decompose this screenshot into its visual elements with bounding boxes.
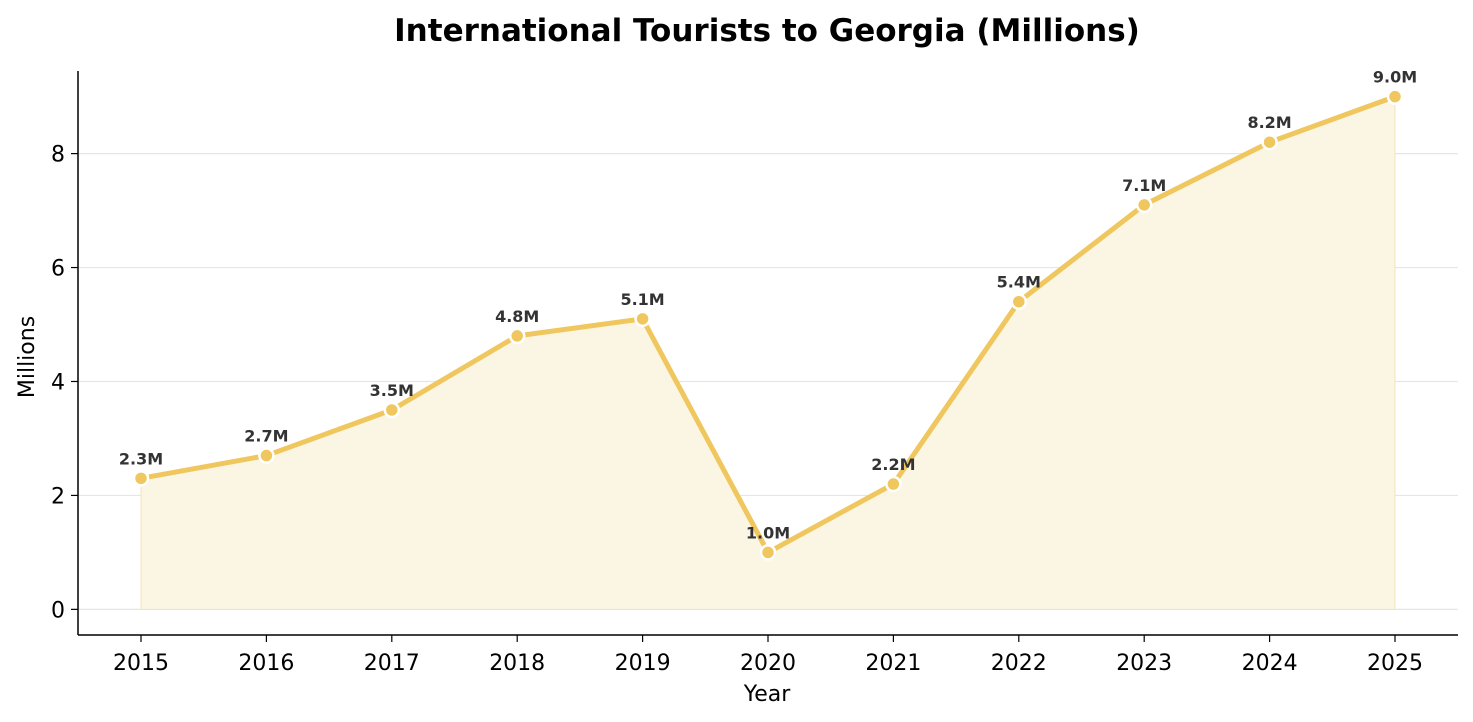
x-tick-label: 2023 (1116, 651, 1172, 676)
data-point (258, 447, 275, 464)
data-label: 9.0M (1373, 68, 1417, 87)
data-point (634, 310, 651, 328)
chart-title: International Tourists to Georgia (Milli… (394, 13, 1140, 49)
data-label: 2.2M (871, 455, 915, 474)
x-tick-label: 2024 (1242, 651, 1298, 676)
x-tick-label: 2020 (740, 651, 796, 676)
data-label: 5.1M (620, 290, 664, 309)
data-point (1135, 196, 1153, 214)
label-layer: 2.3M 2.7M 3.5M 4.8M 5.1M 1.0M 2.2M 5.4M 7.1M 8.2M… (119, 68, 1417, 543)
data-point (1010, 293, 1028, 310)
data-label: 2.3M (119, 449, 163, 468)
x-tick-label: 2017 (364, 651, 420, 676)
x-tick-label: 2025 (1367, 651, 1423, 676)
x-tick-label: 2019 (615, 651, 671, 676)
data-point (1386, 88, 1404, 105)
data-label: 4.8M (495, 307, 539, 326)
x-axis-label: Year (743, 682, 792, 707)
data-label: 7.1M (1122, 176, 1166, 195)
x-tick-label: 2021 (865, 651, 921, 676)
x-tick-label: 2016 (238, 651, 294, 676)
data-point (132, 470, 150, 487)
y-axis-label: Millions (15, 316, 40, 398)
data-label: 2.7M (244, 427, 288, 446)
data-point (508, 327, 526, 345)
data-point (759, 544, 777, 561)
y-tick-label: 6 (51, 257, 65, 282)
data-label: 8.2M (1247, 113, 1291, 132)
data-point (1261, 133, 1278, 151)
marker-layer (132, 88, 1404, 561)
data-point (383, 401, 401, 419)
data-point (885, 475, 902, 493)
y-tick-label: 4 (51, 370, 65, 395)
y-tick-label: 8 (51, 143, 65, 168)
y-tick-label: 2 (51, 484, 65, 509)
data-label: 3.5M (370, 381, 414, 400)
data-label: 5.4M (997, 273, 1041, 292)
axes-layer: 0 2 4 6 8 2015 2016 2017 2018 2019 2020 2021 2022 202… (51, 71, 1458, 676)
y-tick-label: 0 (51, 598, 65, 623)
x-tick-label: 2015 (113, 651, 169, 676)
x-tick-label: 2022 (991, 651, 1047, 676)
x-tick-label: 2018 (489, 651, 545, 676)
data-label: 1.0M (746, 523, 790, 542)
